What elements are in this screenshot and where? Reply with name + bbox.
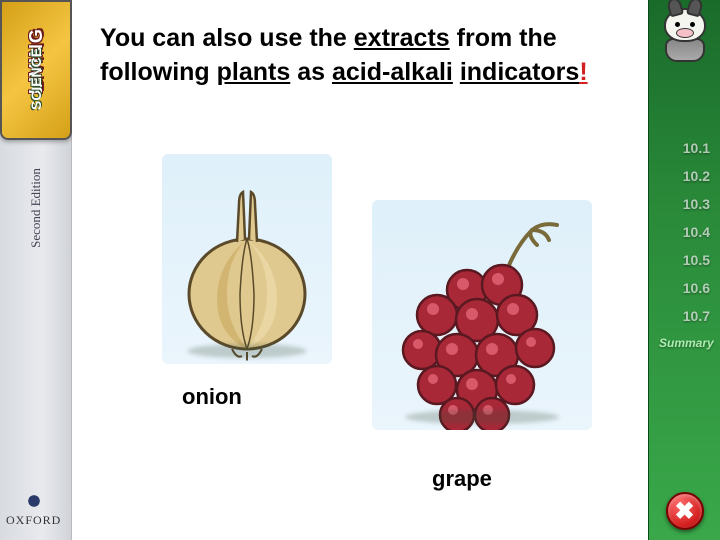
heading-indicators: indicators (460, 58, 579, 86)
slide-heading: You can also use the extracts from the f… (100, 22, 620, 90)
heading-part: as (290, 58, 332, 86)
grape-label: grape (432, 466, 492, 492)
nav-item-10-7[interactable]: 10.7 (655, 306, 714, 326)
left-sidebar: LIVING SCIENCE Second Edition OXFORD (0, 0, 72, 540)
nav-item-10-4[interactable]: 10.4 (655, 222, 714, 242)
nav-item-10-5[interactable]: 10.5 (655, 250, 714, 270)
onion-figure (162, 154, 342, 364)
onion-label: onion (182, 384, 242, 410)
grape-figure (372, 200, 602, 430)
shadow (188, 344, 307, 358)
onion-illustration (162, 154, 332, 364)
shadow (405, 410, 559, 424)
grape-icon (377, 210, 587, 430)
nav-item-10-2[interactable]: 10.2 (655, 166, 714, 186)
heading-extracts: extracts (354, 24, 450, 52)
heading-part (453, 58, 460, 86)
logo-text-science: SCIENCE (28, 48, 44, 110)
close-button[interactable]: ✖ (666, 492, 704, 530)
heading-exclaim: ! (579, 58, 587, 86)
nav-item-10-1[interactable]: 10.1 (655, 138, 714, 158)
nav-item-summary[interactable]: Summary (655, 334, 714, 352)
chapter-nav: 10.1 10.2 10.3 10.4 10.5 10.6 10.7 Summa… (649, 138, 720, 352)
nav-item-10-6[interactable]: 10.6 (655, 278, 714, 298)
edition-label: Second Edition (28, 168, 44, 248)
slide-content: You can also use the extracts from the f… (72, 0, 648, 540)
publisher-label: OXFORD (6, 491, 61, 528)
onion-icon (167, 164, 327, 364)
heading-part: You can also use the (100, 24, 354, 52)
brand-logo: LIVING SCIENCE (0, 0, 72, 140)
heading-acid-alkali: acid-alkali (332, 58, 453, 86)
close-icon: ✖ (674, 497, 694, 526)
mascot-icon (658, 8, 712, 72)
right-sidebar: 10.1 10.2 10.3 10.4 10.5 10.6 10.7 Summa… (648, 0, 720, 540)
grape-illustration (372, 200, 592, 430)
nav-item-10-3[interactable]: 10.3 (655, 194, 714, 214)
heading-plants: plants (217, 58, 291, 86)
